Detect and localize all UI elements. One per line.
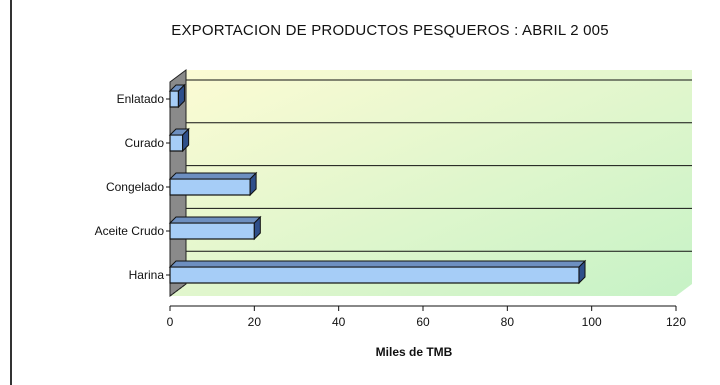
bars [168,83,587,285]
x-axis: 0 20 40 60 80 100 120 [167,305,686,329]
bar-top [168,216,262,224]
x-tick-label: 120 [666,315,686,329]
chart-title: EXPORTACION DE PRODUCTOS PESQUEROS : ABR… [171,22,609,39]
left-border-line [10,0,12,385]
bar-top [168,260,587,268]
category-label: Harina [129,268,165,282]
category-labels: Enlatado Curado Congelado Aceite Crudo Harin… [95,92,170,282]
plot-panel [170,70,692,296]
plot-background [170,70,692,296]
x-tick-label: 0 [167,315,174,329]
bar [169,134,184,152]
floor-edge [169,283,187,297]
bar-side [249,171,257,197]
bar [169,90,180,108]
bar [169,266,580,284]
category-label: Aceite Crudo [95,224,165,238]
bar-side [253,215,261,241]
bar [169,222,255,240]
x-axis-title: Miles de TMB [376,345,453,359]
x-tick-label: 20 [248,315,262,329]
category-label: Enlatado [117,92,165,106]
bar-side [177,83,185,109]
category-label: Curado [125,136,165,150]
category-label: Congelado [106,180,164,194]
x-tick-label: 100 [582,315,602,329]
x-tick-label: 60 [416,315,430,329]
bar-top [168,172,258,180]
gridlines [186,79,692,252]
x-tick-label: 80 [501,315,515,329]
x-tick-label: 40 [332,315,346,329]
bar [169,178,251,196]
bar-side [578,259,586,285]
bar-side [182,127,190,153]
